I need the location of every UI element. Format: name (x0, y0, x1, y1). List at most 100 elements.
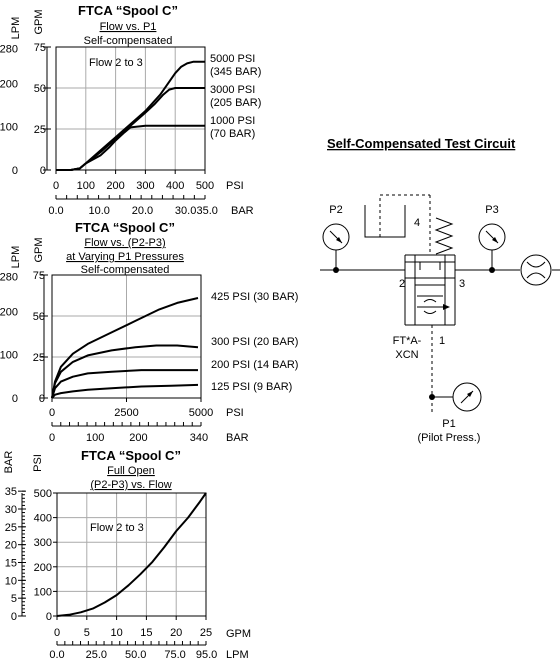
chart1-series-label-3000-l2: (205 BAR) (210, 97, 261, 109)
chart2-lpm-tick-label: 100 (0, 350, 18, 362)
test-circuit-diagram: Self-Compensated Test Circuit P2 P3 (320, 136, 560, 444)
gauge-p2-icon (322, 223, 350, 273)
chart3-ylabel-bar: BAR (3, 451, 15, 474)
chart2-subtitle-2: at Varying P1 Pressures (66, 251, 184, 263)
chart1-series-label-3000-l1: 3000 PSI (210, 84, 255, 96)
chart3-lpm-tick-label: 0.0 (49, 649, 64, 661)
chart2-series-label-200: 200 PSI (14 BAR) (211, 359, 298, 371)
chart2-bar-tick-label: 200 (129, 432, 147, 444)
chart3-ylabel-psi: PSI (32, 454, 44, 472)
chart1-series-line-1 (56, 60, 205, 171)
chart3-psi-tick-label: 500 (34, 488, 52, 500)
port-3-label: 3 (459, 278, 465, 290)
chart3-gpm-tick-label: 5 (84, 627, 90, 639)
chart1-title: FTCA “Spool C” (78, 3, 178, 18)
chart2-series-label-300: 300 PSI (20 BAR) (211, 336, 298, 348)
chart3-lpm-tick-label: 25.0 (86, 649, 107, 661)
chart3-bar-tick-label: 20 (5, 540, 17, 552)
chart1-grid (56, 47, 205, 170)
chart1-lpm-tick-label: 0 (12, 165, 18, 177)
chart3-psi-tick-label: 300 (34, 537, 52, 549)
chart1-bar-tick-label: 0.0 (48, 205, 63, 217)
gauge-p1-icon (452, 382, 482, 412)
chart3-lpm-tick-label: 75.0 (164, 649, 185, 661)
chart3-annotation: Flow 2 to 3 (90, 522, 144, 534)
chart3-ticks: 0 5 10 15 20 25 30 35 0 100 200 300 400 500 0 5 10 15 20 25… (5, 486, 218, 661)
chart2-ylabel-lpm: LPM (10, 246, 22, 269)
chart3-bar-tick-label: 30 (5, 504, 17, 516)
chart1-series-label-5000-l1: 5000 PSI (210, 53, 255, 65)
circuit-title: Self-Compensated Test Circuit (327, 136, 516, 151)
chart3-bar-tick-label: 25 (5, 522, 17, 534)
chart2-subtitle-1: Flow vs. (P2-P3) (84, 237, 165, 249)
chart1-bar-tick-label: 10.0 (88, 205, 109, 217)
chart2-xlabel-bar: BAR (226, 432, 249, 444)
chart1-ylabel-lpm: LPM (10, 17, 22, 40)
chart2-series-group (51, 297, 199, 399)
port-4-label: 4 (414, 217, 420, 229)
chart1-plot-frame (55, 46, 206, 171)
chart2-gpm-tick-label: 25 (33, 352, 45, 364)
chart1-annotation: Flow 2 to 3 (89, 57, 143, 69)
chart1-gpm-tick-label: 0 (40, 165, 46, 177)
chart3-lpm-tick-label: 50.0 (125, 649, 146, 661)
chart2-gpm-tick-label: 50 (33, 311, 45, 323)
chart1-series-label-1000-l1: 1000 PSI (210, 115, 255, 127)
chart2-series-line-4 (51, 383, 199, 399)
chart1-ylabel-gpm: GPM (33, 9, 45, 34)
chart2-ticks: 0 25 50 75 0 100 200 280 0 2500 5000 0 100 200 340 (0, 270, 213, 444)
chart2-subtitle-3: Self-compensated (81, 264, 170, 276)
chart2-grid (52, 275, 201, 398)
chart-flow-vs-p1: LPM GPM FTCA “Spool C” Flow vs. P1 Self-… (0, 3, 261, 217)
chart2-series-label-425: 425 PSI (30 BAR) (211, 291, 298, 303)
chart2-series-line-1 (51, 297, 199, 399)
chart-flow-vs-p2p3: LPM GPM FTCA “Spool C” Flow vs. (P2-P3) … (0, 220, 298, 444)
chart2-series-line-2 (51, 344, 199, 399)
chart1-lpm-tick-label: 280 (0, 44, 18, 56)
chart3-bar-tick-label: 35 (5, 486, 17, 498)
chart2-bar-tick-label: 100 (86, 432, 104, 444)
chart1-psi-tick-label: 500 (196, 180, 214, 192)
chart1-gpm-tick-label: 50 (34, 83, 46, 95)
chart1-subtitle-1: Flow vs. P1 (100, 21, 157, 33)
chart1-ticks: 0 25 50 75 0 100 200 280 0 100 200 300 400 500 0.0 10.0… (0, 42, 218, 217)
chart3-psi-tick-label: 200 (34, 562, 52, 574)
chart1-lpm-tick-label: 200 (0, 78, 18, 90)
chart3-xlabel-gpm: GPM (226, 628, 251, 640)
chart3-gpm-tick-label: 20 (170, 627, 182, 639)
chart2-xlabel-psi: PSI (226, 407, 244, 419)
gauge-p3-label: P3 (485, 204, 498, 216)
chart3-bar-tick-label: 0 (11, 611, 17, 623)
port-2-label: 2 (399, 278, 405, 290)
chart3-series-line-1 (56, 492, 207, 617)
pilot-junction-dot (429, 394, 435, 400)
chart1-psi-tick-label: 200 (106, 180, 124, 192)
chart1-series-label-1000-l2: (70 BAR) (210, 128, 255, 140)
chart2-psi-tick-label: 5000 (189, 407, 213, 419)
chart1-xlabel-psi: PSI (226, 180, 244, 192)
gauge-p3-icon (478, 223, 506, 273)
chart3-series-group (56, 492, 207, 617)
chart1-series-group (56, 60, 205, 171)
chart1-psi-tick-label: 300 (136, 180, 154, 192)
chart1-psi-tick-label: 0 (53, 180, 59, 192)
flow-meter-icon (520, 254, 552, 286)
chart2-gpm-tick-label: 0 (39, 393, 45, 405)
chart3-psi-tick-label: 100 (34, 586, 52, 598)
chart1-series-line-3 (56, 124, 205, 171)
chart3-bar-tick-label: 10 (5, 575, 17, 587)
chart1-xlabel-bar: BAR (231, 205, 254, 217)
chart3-xlabel-lpm: LPM (226, 649, 249, 661)
chart2-psi-tick-label: 0 (49, 407, 55, 419)
chart3-title: FTCA “Spool C” (81, 448, 181, 463)
chart3-subtitle-1: Full Open (107, 465, 155, 477)
chart3-psi-tick-label: 400 (34, 513, 52, 525)
valve-model-label-2: XCN (395, 349, 418, 361)
chart1-bar-tick-label: 30.0 (175, 205, 196, 217)
chart1-lpm-tick-label: 100 (0, 122, 18, 134)
chart-p2p3-vs-flow: BAR PSI FTCA “Spool C” Full Open (P2-P3)… (3, 448, 251, 661)
chart1-psi-tick-label: 100 (77, 180, 95, 192)
chart1-subtitle-2: Self-compensated (84, 35, 173, 47)
chart3-bar-tick-label: 15 (5, 557, 17, 569)
chart2-bar-tick-label: 340 (190, 432, 208, 444)
